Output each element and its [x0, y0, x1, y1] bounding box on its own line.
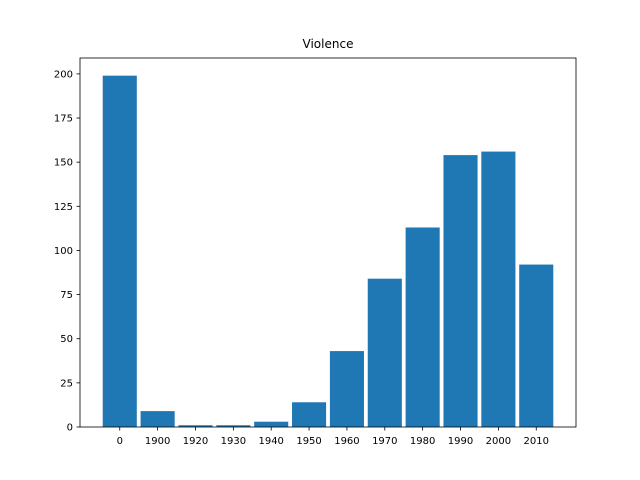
bar-1960 [329, 351, 364, 427]
x-tick-label: 2000 [486, 436, 511, 447]
y-tick-label: 125 [54, 202, 73, 213]
bar-1980 [405, 227, 440, 427]
bar-0 [102, 75, 137, 427]
x-tick-label: 1960 [334, 436, 359, 447]
x-tick-label: 1950 [296, 436, 321, 447]
x-tick-label: 1920 [183, 436, 208, 447]
x-tick-label: 1980 [410, 436, 435, 447]
plot-frame [79, 57, 577, 428]
bar-1920 [178, 425, 213, 427]
y-tick-label: 0 [67, 423, 73, 434]
x-tick-label: 2010 [524, 436, 549, 447]
bar-1950 [292, 402, 327, 427]
y-axis: 0 25 50 75 100 125 150 175 200 [54, 69, 80, 434]
y-tick-label: 175 [54, 114, 73, 125]
bar-2000 [481, 151, 516, 427]
x-tick-label: 1930 [221, 436, 246, 447]
x-tick-label: 1900 [145, 436, 170, 447]
x-tick-label: 1990 [448, 436, 473, 447]
bar-1940 [254, 421, 289, 427]
x-tick-label: 1970 [372, 436, 397, 447]
y-tick-label: 50 [60, 334, 73, 345]
y-tick-label: 25 [60, 378, 73, 389]
bar-1990 [443, 155, 478, 428]
x-axis: 0 1900 1920 1930 1940 1950 1960 1970 1980 1990 200… [117, 427, 549, 447]
bars-group [102, 75, 554, 428]
y-tick-label: 75 [60, 290, 73, 301]
chart-title: Violence [303, 37, 354, 51]
bar-1970 [367, 278, 402, 427]
x-tick-label: 0 [117, 436, 123, 447]
x-tick-label: 1940 [258, 436, 283, 447]
y-tick-label: 100 [54, 246, 73, 257]
y-tick-label: 150 [54, 158, 73, 169]
y-tick-label: 200 [54, 69, 73, 80]
bar-1930 [216, 425, 251, 427]
bar-2010 [519, 264, 554, 427]
bar-1900 [140, 411, 175, 427]
